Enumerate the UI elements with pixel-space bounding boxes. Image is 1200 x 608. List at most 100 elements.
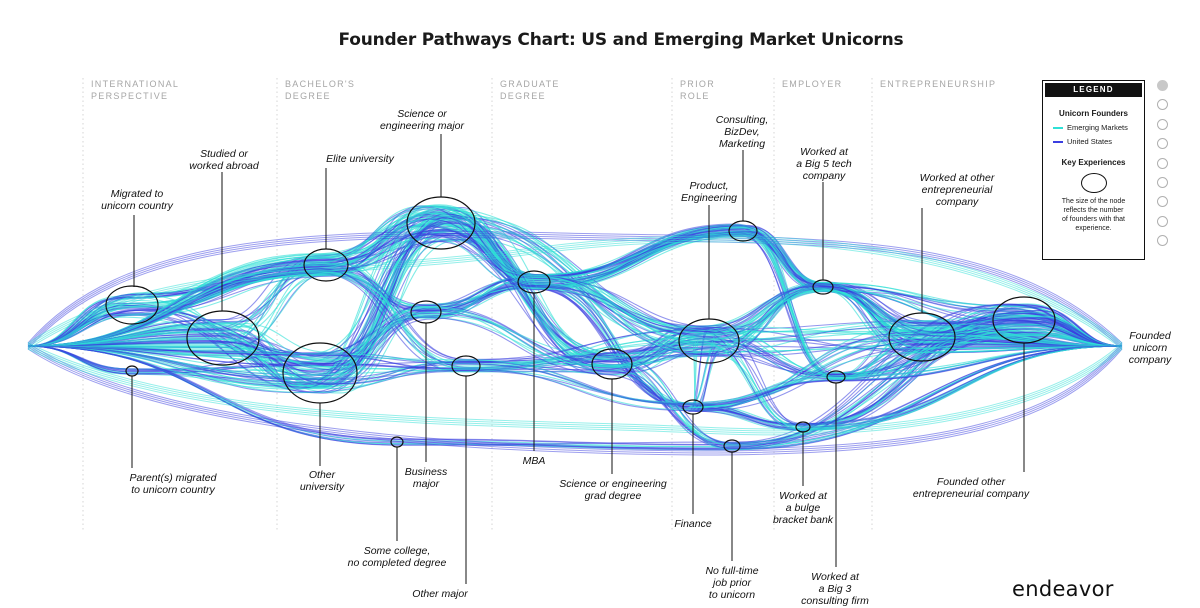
envelope-pathway-2-1: [27, 237, 1123, 346]
node-bulge[interactable]: [795, 421, 811, 433]
label-elite: Elite university: [326, 153, 394, 165]
label-sci-major: Science or engineering major: [379, 108, 465, 132]
founder-pathway-132: [27, 219, 1123, 450]
legend-item-emerging: Emerging Markets: [1053, 123, 1144, 132]
node-sci-major[interactable]: [406, 196, 476, 250]
pager-dot-6[interactable]: [1157, 176, 1168, 188]
envelope-pathway-2-0: [27, 235, 1123, 344]
envelope-pathway-3-2: [27, 346, 1123, 434]
node-other-uni[interactable]: [282, 342, 358, 404]
node-business[interactable]: [410, 300, 442, 324]
envelope-pathway-0-2: [27, 235, 1123, 348]
label-consulting: Consulting, BizDev, Marketing: [715, 114, 769, 150]
envelope-pathway-3-0: [27, 342, 1123, 430]
pager-dots: [1157, 80, 1168, 255]
legend-note: The size of the node reflects the number…: [1061, 198, 1126, 232]
label-other-major: Other major: [412, 588, 468, 600]
label-founded-other: Founded other entrepreneurial company: [912, 476, 1030, 500]
node-product[interactable]: [678, 318, 740, 364]
pager-dot-9[interactable]: [1157, 235, 1168, 247]
envelope-pathway-0-0: [27, 231, 1123, 344]
label-bulge: Worked at a bulge bracket bank: [772, 490, 834, 526]
label-abroad: Studied or worked abroad: [189, 148, 259, 172]
node-big3[interactable]: [826, 370, 846, 384]
emerging-swatch: [1053, 126, 1063, 129]
label-no-job: No full-time job prior to unicorn: [705, 565, 759, 601]
label-other-uni: Other university: [299, 469, 345, 493]
stage-header-international: INTERNATIONAL PERSPECTIVE: [91, 79, 180, 101]
label-migrated: Migrated to unicorn country: [101, 188, 173, 212]
legend-key-title: Key Experiences: [1061, 158, 1126, 167]
envelope-pathway-1-2: [27, 346, 1123, 454]
label-parents: Parent(s) migrated to unicorn country: [129, 472, 217, 496]
envelope-pathway-1-3: [27, 348, 1123, 456]
node-other-major[interactable]: [451, 355, 481, 377]
node-abroad[interactable]: [186, 310, 260, 366]
label-big5: Worked at a Big 5 tech company: [796, 146, 852, 182]
stage-header-bachelors: BACHELOR'S DEGREE: [285, 79, 356, 101]
chart-title: Founder Pathways Chart: US and Emerging …: [338, 30, 904, 50]
node-other-entre[interactable]: [888, 312, 956, 362]
label-sci-grad: Science or engineering grad degree: [559, 478, 667, 502]
envelope-pathway-2-3: [27, 241, 1123, 350]
endeavor-logo: endeavor: [1012, 577, 1114, 601]
node-some-college[interactable]: [390, 436, 404, 448]
envelope-pathway-3-3: [27, 348, 1123, 436]
legend-founders-title: Unicorn Founders: [1059, 109, 1128, 118]
legend-label-emerging: Emerging Markets: [1067, 123, 1128, 132]
founder-pathway-175: [27, 205, 1123, 354]
label-finance: Finance: [674, 518, 712, 530]
pager-dot-7[interactable]: [1157, 196, 1168, 208]
label-mba: MBA: [522, 455, 546, 467]
label-big3: Worked at a Big 3 consulting firm: [801, 571, 869, 607]
founder-pathway-125: [27, 221, 1123, 448]
envelope-pathway-0-3: [27, 237, 1123, 350]
stage-header-graduate: GRADUATE DEGREE: [500, 79, 560, 101]
envelope-pathway-3-1: [27, 344, 1123, 432]
founder-pathway-179: [27, 208, 1123, 347]
founder-pathway-158: [27, 314, 1123, 428]
founder-pathway-148: [27, 273, 1123, 409]
envelope-pathway-0-1: [27, 233, 1123, 346]
founder-pathway-153: [27, 316, 1123, 426]
founder-pathway-108: [27, 345, 1123, 446]
experience-nodes: [105, 196, 1056, 453]
pager-dot-1[interactable]: [1157, 80, 1168, 91]
label-business: Business major: [404, 466, 448, 490]
node-mba[interactable]: [517, 270, 551, 294]
founder-pathway-182: [27, 345, 1123, 405]
node-elite[interactable]: [303, 248, 349, 282]
founder-pathway-184: [27, 345, 1123, 411]
envelope-pathway-1-0: [27, 342, 1123, 450]
node-sci-grad[interactable]: [591, 348, 633, 380]
founder-pathway-180: [27, 215, 1123, 347]
envelope-pathway-1-1: [27, 344, 1123, 452]
node-migrated[interactable]: [105, 285, 159, 325]
node-founded-other[interactable]: [992, 296, 1056, 344]
label-founded-unicorn: Founded unicorn company: [1128, 330, 1172, 366]
node-no-job[interactable]: [723, 439, 741, 453]
pager-dot-8[interactable]: [1157, 215, 1168, 227]
stage-header-prior-role: PRIOR ROLE: [680, 79, 716, 101]
label-leader-lines: [131, 134, 1025, 584]
us-swatch: [1053, 140, 1063, 143]
founder-pathway-174: [27, 233, 1123, 347]
founder-pathway-131: [27, 215, 1123, 444]
legend: LEGEND Unicorn Founders Emerging Markets…: [1042, 80, 1145, 260]
node-big5[interactable]: [812, 279, 834, 295]
node-finance[interactable]: [682, 399, 704, 415]
pager-dot-5[interactable]: [1157, 157, 1168, 169]
node-consulting[interactable]: [728, 220, 758, 242]
pager-dot-2[interactable]: [1157, 99, 1168, 111]
pager-dot-4[interactable]: [1157, 138, 1168, 150]
legend-node-icon: [1080, 173, 1107, 193]
stage-header-entrepreneurship: ENTREPRENEURSHIP: [880, 79, 997, 89]
envelope-pathway-2-2: [27, 239, 1123, 348]
pager-dot-3[interactable]: [1157, 118, 1168, 130]
label-other-entre: Worked at other entrepreneurial company: [919, 172, 995, 208]
label-some-college: Some college, no completed degree: [347, 545, 447, 569]
node-parents[interactable]: [125, 365, 139, 377]
founder-flow-lines: [27, 204, 1123, 456]
legend-item-us: United States: [1053, 137, 1144, 146]
